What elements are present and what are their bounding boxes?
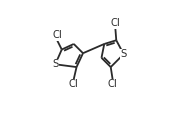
Text: Cl: Cl [69, 79, 79, 89]
Text: Cl: Cl [52, 30, 62, 40]
Text: S: S [121, 49, 127, 59]
Text: Cl: Cl [108, 79, 118, 89]
Text: Cl: Cl [111, 18, 120, 28]
Text: S: S [52, 59, 58, 69]
